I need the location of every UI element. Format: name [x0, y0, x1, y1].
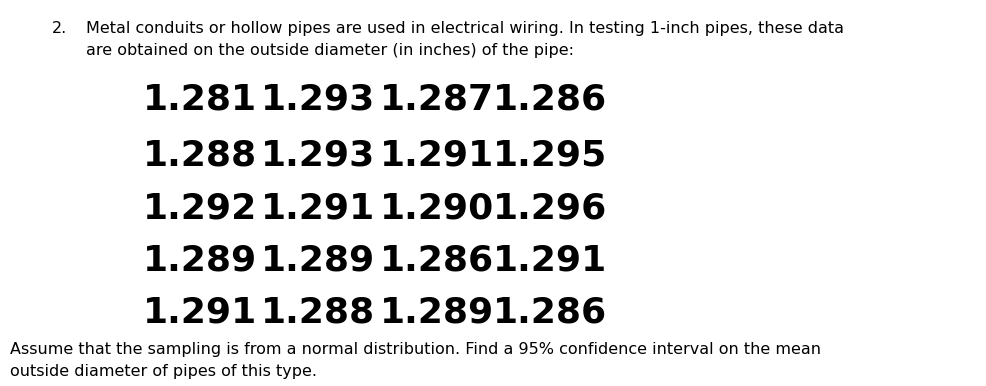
Text: Metal conduits or hollow pipes are used in electrical wiring. In testing 1-inch : Metal conduits or hollow pipes are used …	[86, 21, 844, 58]
Text: Assume that the sampling is from a normal distribution. Find a 95% confidence in: Assume that the sampling is from a norma…	[10, 342, 821, 379]
Text: 1.286: 1.286	[493, 295, 607, 329]
Text: 1.293: 1.293	[261, 139, 376, 173]
Text: 1.291: 1.291	[493, 243, 607, 277]
Text: 1.286: 1.286	[380, 243, 494, 277]
Text: 1.296: 1.296	[493, 191, 607, 225]
Text: 1.288: 1.288	[143, 139, 257, 173]
Text: 1.290: 1.290	[380, 191, 494, 225]
Text: 1.289: 1.289	[143, 243, 257, 277]
Text: 1.291: 1.291	[380, 139, 494, 173]
Text: 1.289: 1.289	[380, 295, 494, 329]
Text: 1.289: 1.289	[261, 243, 376, 277]
Text: 1.292: 1.292	[143, 191, 257, 225]
Text: 1.295: 1.295	[493, 139, 607, 173]
Text: 1.293: 1.293	[261, 83, 376, 117]
Text: 2.: 2.	[52, 21, 67, 36]
Text: 1.291: 1.291	[261, 191, 376, 225]
Text: 1.291: 1.291	[143, 295, 257, 329]
Text: 1.287: 1.287	[380, 83, 494, 117]
Text: 1.286: 1.286	[493, 83, 607, 117]
Text: 1.281: 1.281	[143, 83, 257, 117]
Text: 1.288: 1.288	[261, 295, 376, 329]
